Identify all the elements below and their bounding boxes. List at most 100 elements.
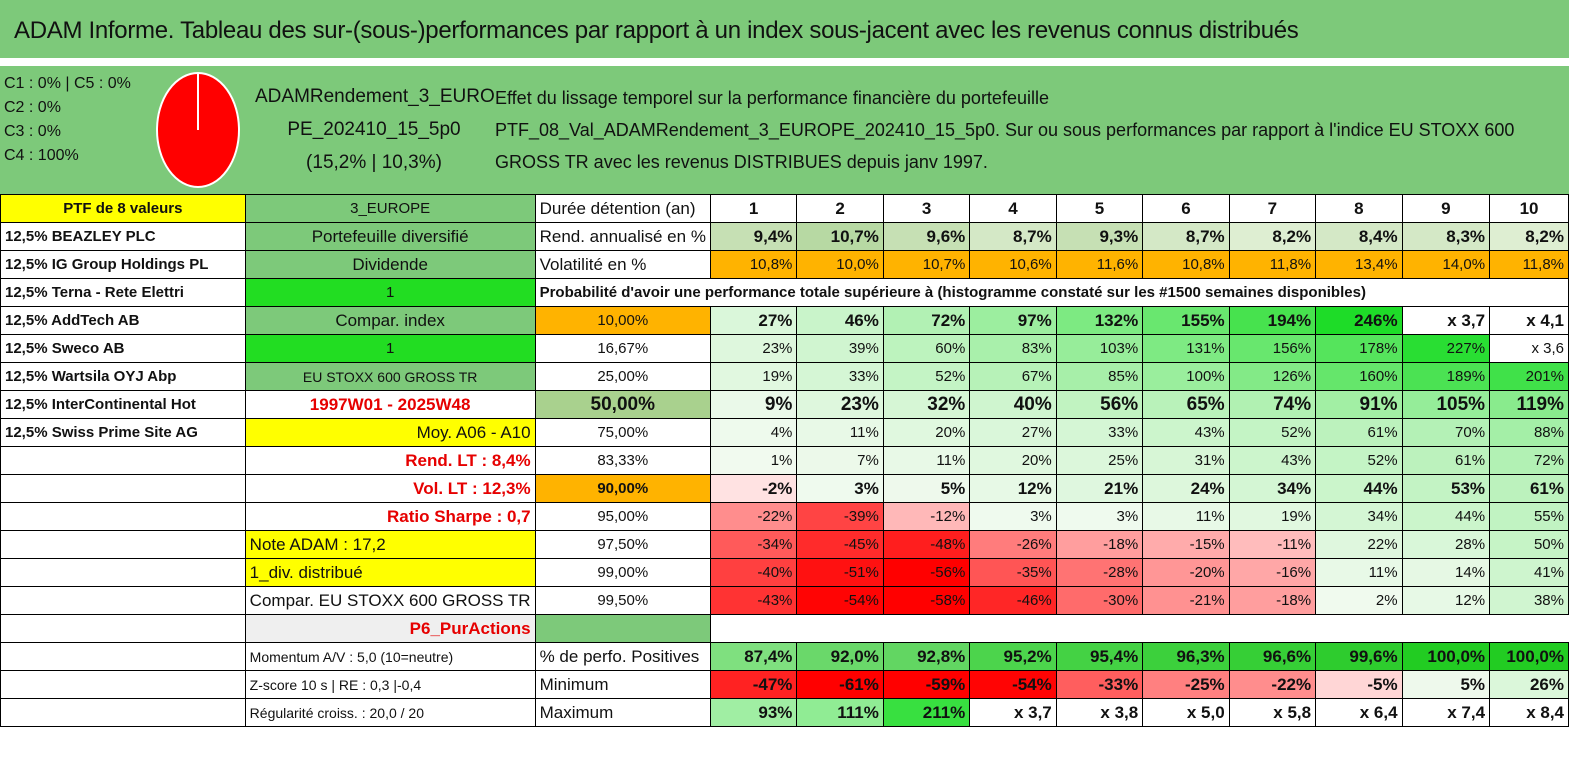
vol-value: 11,8% — [1489, 250, 1569, 279]
prob-value: 52% — [1315, 446, 1403, 475]
duration-label: Durée détention (an) — [534, 194, 711, 223]
prob-value: 105% — [1401, 390, 1491, 419]
prob-value: -46% — [969, 586, 1057, 615]
prob-value: x 3,6 — [1489, 334, 1569, 363]
year-header: 1 — [709, 194, 798, 223]
prob-level: 99,00% — [534, 558, 711, 587]
prob-value: 52% — [882, 362, 971, 391]
prob-value: -35% — [969, 558, 1057, 587]
header-band — [0, 66, 1569, 194]
prob-value: 33% — [1055, 418, 1144, 447]
prob-value: 43% — [1142, 418, 1230, 447]
prob-value: 27% — [969, 418, 1057, 447]
prob-value: 11% — [882, 446, 971, 475]
prob-value: 31% — [1142, 446, 1230, 475]
prob-value: 44% — [1401, 502, 1491, 531]
prob-value: 34% — [1315, 502, 1403, 531]
prob-value: 126% — [1228, 362, 1317, 391]
region-label: 3_EUROPE — [244, 194, 536, 223]
prob-value: 7% — [796, 446, 884, 475]
maximum-value: 111% — [796, 698, 884, 727]
prob-value: 74% — [1228, 390, 1317, 419]
moy-label: Moy. A06 - A10 — [244, 418, 536, 447]
prob-value: 88% — [1489, 418, 1569, 447]
empty-cell — [0, 530, 246, 559]
maximum-value: 211% — [882, 698, 971, 727]
legend-c1-c5: C1 : 0% | C5 : 0% — [4, 75, 131, 92]
flag-one-b: 1 — [244, 334, 536, 363]
rend-value: 8,2% — [1228, 222, 1317, 251]
year-header: 2 — [796, 194, 884, 223]
rend-lt: Rend. LT : 8,4% — [244, 446, 536, 475]
prob-row: Compar. EU STOXX 600 GROSS TR 99,50% -43% -… — [0, 586, 1569, 615]
maximum-row: Régularité croiss. : 20,0 / 20 Maximum 93%… — [0, 698, 1569, 727]
maximum-value: x 8,4 — [1489, 698, 1569, 727]
vol-value: 13,4% — [1315, 250, 1403, 279]
prob-value: 132% — [1055, 306, 1144, 335]
prob-value: 201% — [1489, 362, 1569, 391]
rend-value: 9,6% — [882, 222, 971, 251]
empty-cell — [0, 614, 246, 643]
prob-value: 61% — [1315, 418, 1403, 447]
prob-value: 100% — [1142, 362, 1230, 391]
prob-value: 20% — [882, 418, 971, 447]
vol-value: 11,8% — [1228, 250, 1317, 279]
prob-value: 91% — [1315, 390, 1403, 419]
positives-value: 92,0% — [796, 642, 884, 671]
prob-value: 43% — [1228, 446, 1317, 475]
holding-item: 12,5% Swiss Prime Site AG — [0, 418, 246, 447]
prob-value: 119% — [1489, 390, 1569, 419]
compar-index-label: Compar. index — [244, 306, 536, 335]
prob-row: Rend. LT : 8,4% 83,33% 1% 7% 11% 20% 25% 31% 43%… — [0, 446, 1569, 475]
prob-value: 194% — [1228, 306, 1317, 335]
positives-value: 96,3% — [1142, 642, 1230, 671]
prob-value: 53% — [1401, 474, 1491, 503]
empty-cell — [0, 446, 246, 475]
prob-value: 19% — [709, 362, 798, 391]
prob-value: 61% — [1401, 446, 1491, 475]
prob-value: 40% — [969, 390, 1057, 419]
prob-value: 24% — [1142, 474, 1230, 503]
p6-empty — [710, 614, 1569, 643]
adam-note: Note ADAM : 17,2 — [244, 530, 536, 559]
description-line-2: PTF_08_Val_ADAMRendement_3_EUROPE_202410… — [495, 120, 1515, 140]
prob-value: -18% — [1228, 586, 1317, 615]
prob-row: Note ADAM : 17,2 97,50% -34% -45% -48% -26% -1… — [0, 530, 1569, 559]
prob-level: 83,33% — [534, 446, 711, 475]
prob-value: 12% — [969, 474, 1057, 503]
prob-level: 95,00% — [534, 502, 711, 531]
prob-value: 72% — [882, 306, 971, 335]
prob-value: 55% — [1489, 502, 1569, 531]
rend-value: 8,7% — [1142, 222, 1230, 251]
empty-cell — [0, 698, 246, 727]
vol-value: 10,0% — [796, 250, 884, 279]
prob-value: 19% — [1228, 502, 1317, 531]
minimum-value: 26% — [1489, 670, 1569, 699]
prob-value: -54% — [796, 586, 884, 615]
prob-value: -43% — [709, 586, 798, 615]
prob-value: 14% — [1401, 558, 1491, 587]
zscore-label: Z-score 10 s | RE : 0,3 |-0,4 — [244, 670, 536, 699]
vol-label: Volatilité en % — [534, 250, 711, 279]
vol-lt: Vol. LT : 12,3% — [244, 474, 536, 503]
prob-value: -28% — [1055, 558, 1144, 587]
prob-value: 3% — [969, 502, 1057, 531]
prob-value: 52% — [1228, 418, 1317, 447]
prob-value: 39% — [796, 334, 884, 363]
prob-level: 97,50% — [534, 530, 711, 559]
prob-value: 178% — [1315, 334, 1403, 363]
prob-value: 27% — [709, 306, 798, 335]
report-title: ADAM Informe. Tableau des sur-(sous-)per… — [0, 0, 1569, 62]
prob-value: -12% — [882, 502, 971, 531]
prob-value: 12% — [1401, 586, 1491, 615]
prob-value: -51% — [796, 558, 884, 587]
minimum-value: -47% — [709, 670, 798, 699]
prob-value: 83% — [969, 334, 1057, 363]
prob-value: -58% — [882, 586, 971, 615]
prob-value: 189% — [1401, 362, 1491, 391]
prob-row: 12,5% InterContinental Hot 1997W01 - 2025… — [0, 390, 1569, 419]
prob-value: -30% — [1055, 586, 1144, 615]
year-header: 3 — [882, 194, 971, 223]
prob-level: 10,00% — [534, 306, 711, 335]
prob-value: 23% — [796, 390, 884, 419]
